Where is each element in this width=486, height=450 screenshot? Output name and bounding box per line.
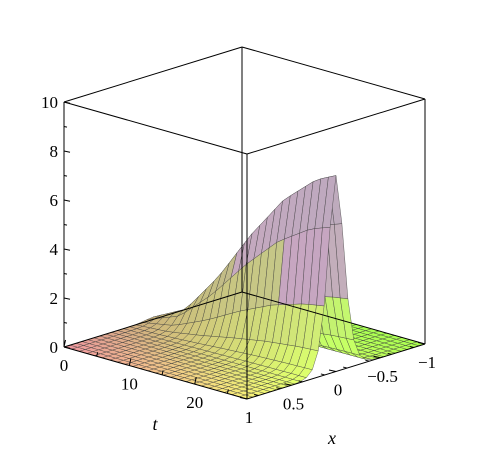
t-tick bbox=[128, 358, 132, 366]
x-tick-label: −1 bbox=[418, 353, 436, 372]
box-edge-back-4 bbox=[241, 46, 426, 100]
t-axis-title: t bbox=[152, 414, 158, 434]
surface-mesh bbox=[63, 175, 426, 400]
box-edge-back-6 bbox=[63, 291, 243, 348]
x-tick bbox=[417, 342, 426, 345]
x-tick bbox=[284, 383, 292, 386]
z-tick bbox=[63, 248, 71, 251]
z-tick-label: 8 bbox=[50, 142, 59, 161]
x-tick bbox=[373, 355, 381, 359]
z-tick-label: 2 bbox=[50, 289, 59, 308]
z-minor-tick bbox=[63, 322, 68, 324]
x-tick-label: 0.5 bbox=[283, 394, 304, 413]
x-tick-label: 1 bbox=[245, 408, 254, 427]
z-tick bbox=[63, 150, 71, 153]
t-tick bbox=[63, 339, 66, 348]
x-minor-tick bbox=[276, 387, 281, 390]
t-minor-tick bbox=[226, 389, 229, 394]
z-tick-label: 6 bbox=[50, 191, 59, 210]
t-minor-tick bbox=[161, 370, 164, 375]
x-tick bbox=[239, 397, 248, 400]
z-tick bbox=[63, 297, 71, 300]
z-tick-label: 4 bbox=[50, 240, 59, 259]
x-minor-tick bbox=[254, 394, 259, 397]
z-tick bbox=[63, 101, 71, 104]
x-minor-tick bbox=[343, 366, 348, 369]
box-edge-back-7 bbox=[241, 291, 426, 345]
z-minor-tick bbox=[63, 224, 68, 226]
x-tick bbox=[328, 369, 337, 372]
x-tick-label: −0.5 bbox=[367, 367, 398, 386]
z-tick bbox=[63, 199, 71, 202]
z-minor-tick bbox=[63, 273, 68, 275]
box-edge-back-3 bbox=[63, 46, 243, 103]
z-minor-tick bbox=[63, 126, 68, 128]
axis-ticks bbox=[63, 101, 426, 400]
x-axis-title: x bbox=[327, 428, 336, 448]
x-minor-tick bbox=[365, 359, 370, 362]
t-tick-label: 0 bbox=[60, 356, 69, 375]
t-tick-label: 10 bbox=[121, 375, 138, 394]
x-minor-tick bbox=[298, 380, 303, 383]
x-tick-label: 0 bbox=[334, 381, 343, 400]
t-tick-label: 20 bbox=[186, 393, 203, 412]
z-tick-label: 0 bbox=[50, 338, 59, 357]
x-minor-tick bbox=[387, 352, 392, 355]
box-edge-back-5 bbox=[246, 98, 426, 155]
box-edge-front-3 bbox=[63, 101, 248, 155]
axis-labels: 0 2 4 6 8 10 0 10 20 1 0.5 0 −0.5 −1 t x bbox=[41, 93, 436, 448]
x-minor-tick bbox=[409, 345, 414, 348]
x-minor-tick bbox=[320, 373, 325, 376]
t-minor-tick bbox=[96, 352, 99, 357]
box-edge-front-0 bbox=[63, 346, 248, 400]
z-tick-label: 10 bbox=[41, 93, 58, 112]
z-tick bbox=[63, 346, 71, 349]
t-tick bbox=[194, 377, 197, 385]
z-minor-tick bbox=[63, 175, 68, 177]
